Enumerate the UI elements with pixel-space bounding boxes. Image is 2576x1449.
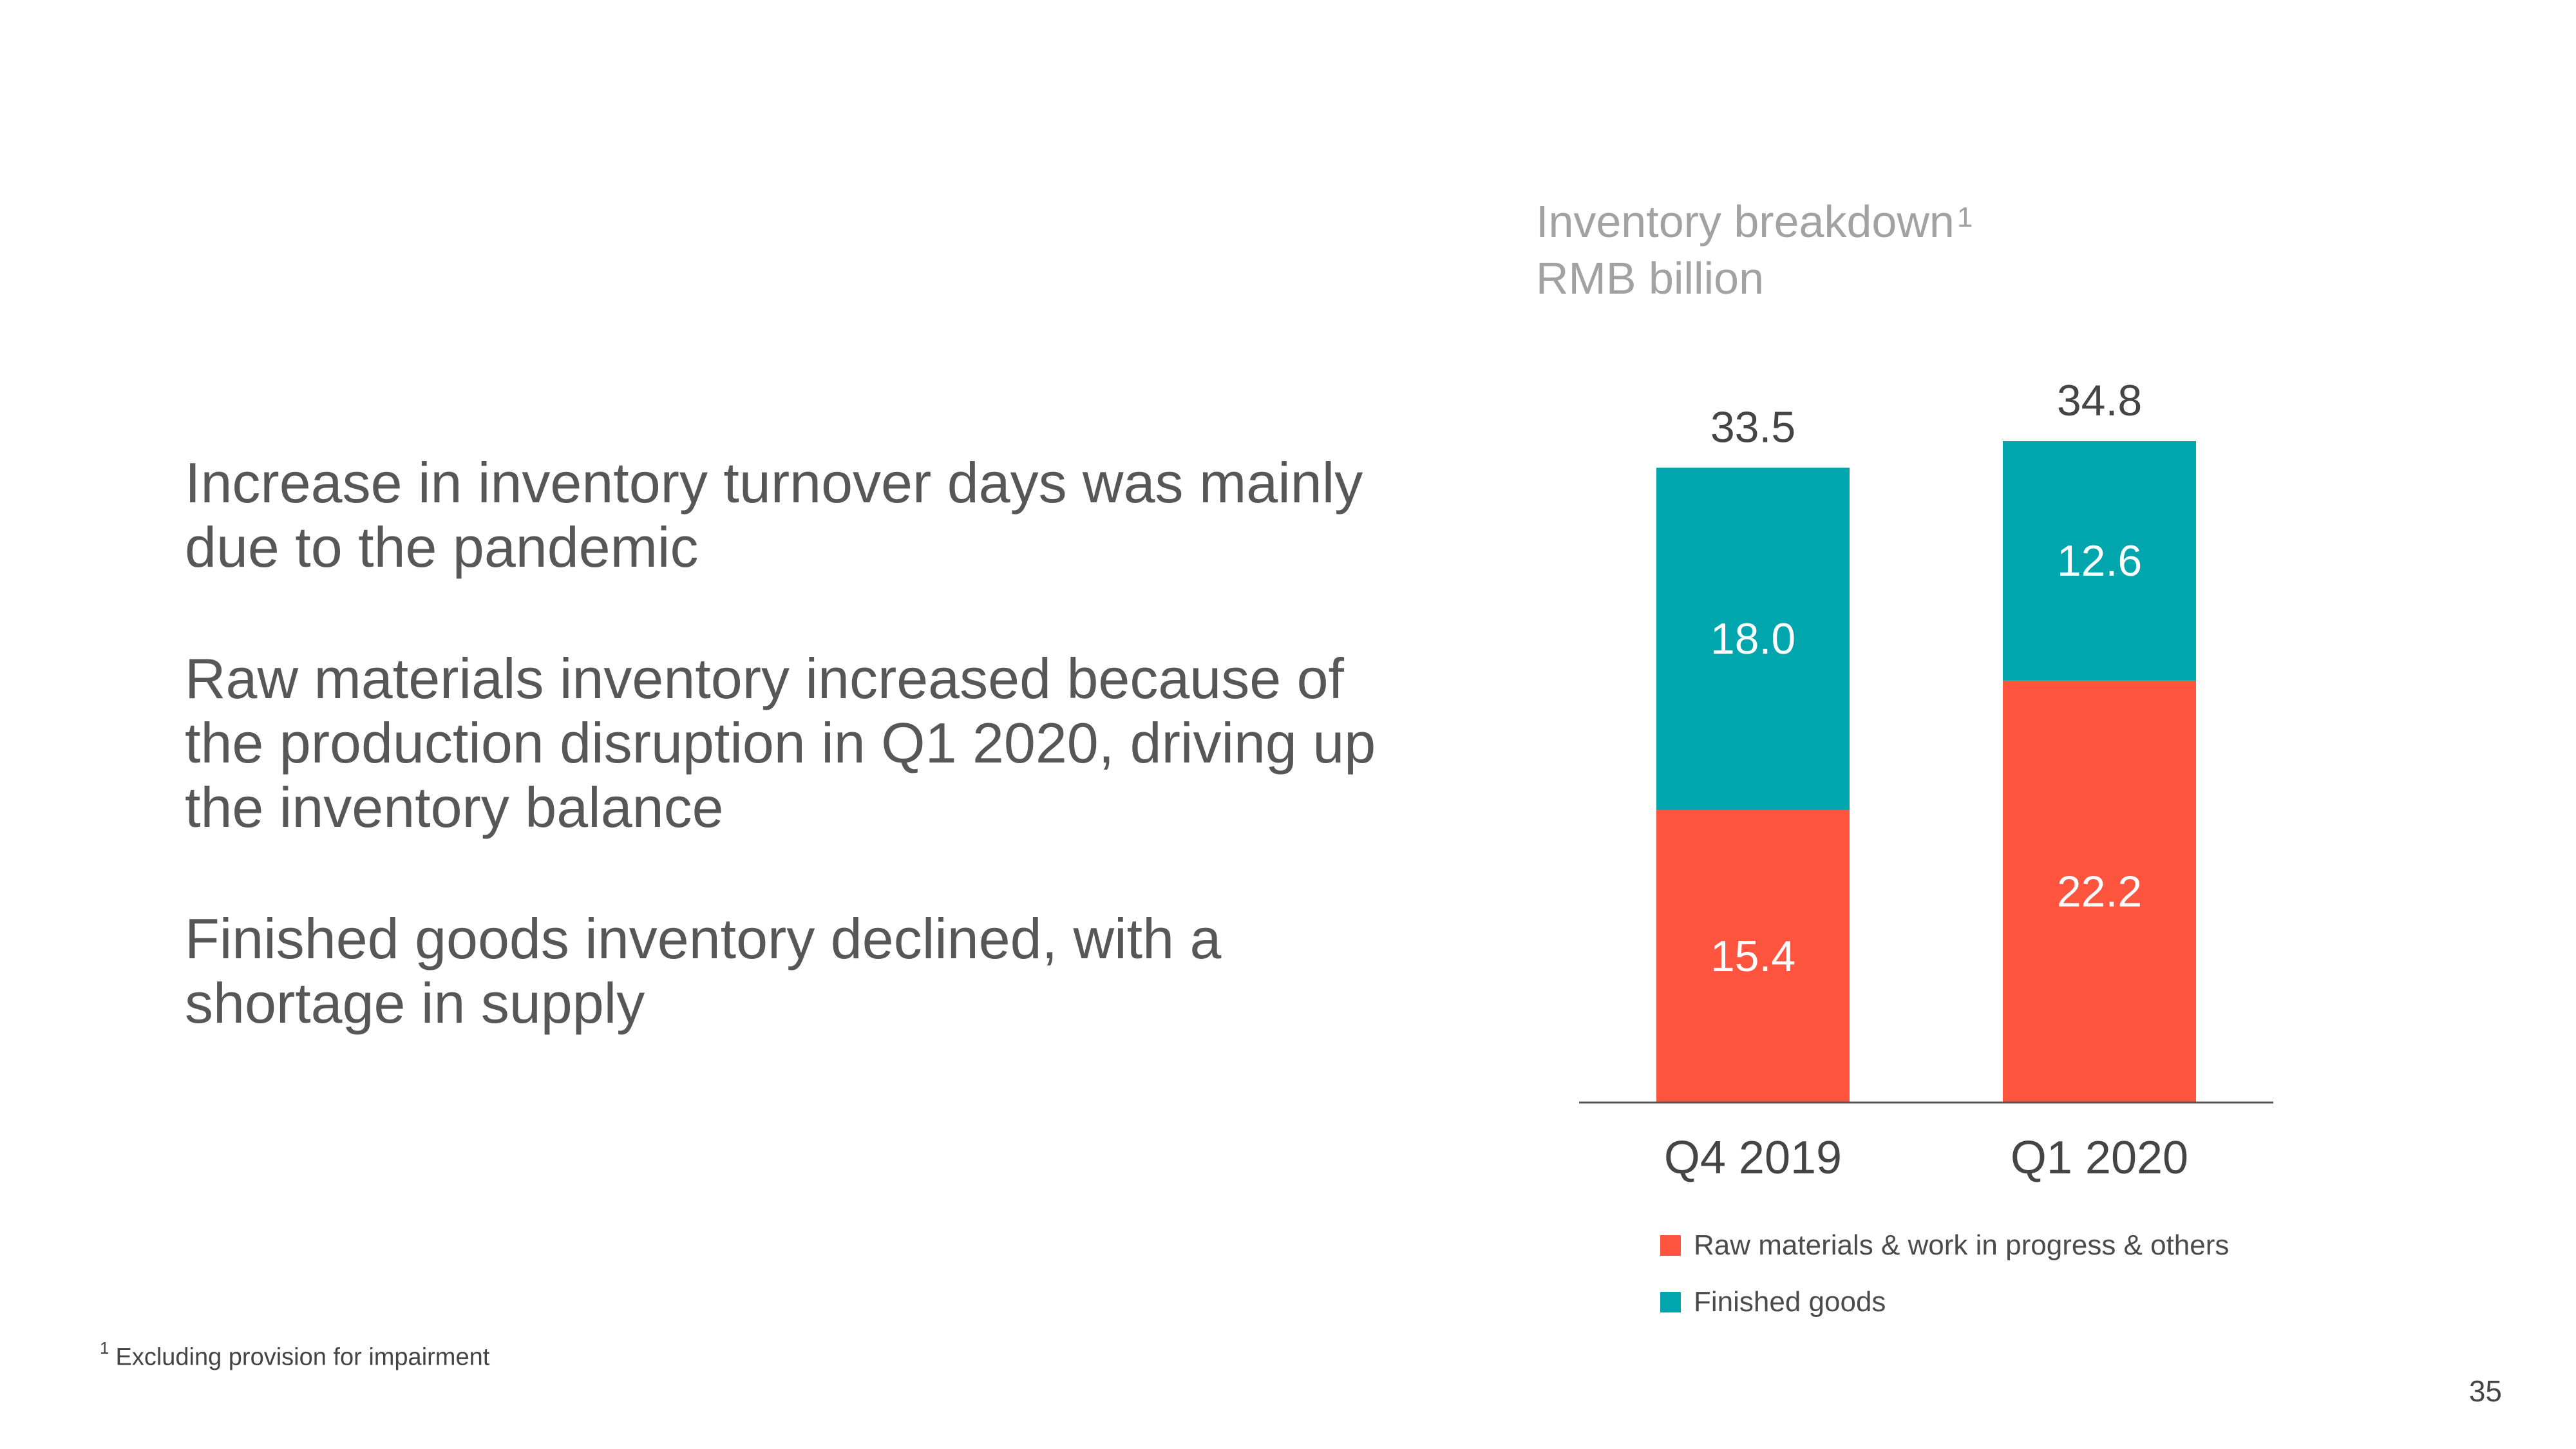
chart-title-line: Inventory breakdown1: [1536, 193, 1973, 250]
legend-label: Raw materials & work in progress & other…: [1694, 1229, 2230, 1261]
chart-title: Inventory breakdown: [1536, 196, 1955, 247]
bullet-text: Finished goods inventory declined, with …: [185, 907, 1222, 1035]
bar-total-label: 34.8: [2057, 376, 2142, 425]
bullet-list: Increase in inventory turnover days was …: [185, 451, 1408, 1103]
bar-value-label: 12.6: [2057, 536, 2142, 585]
bar-segment-finished-goods: [1656, 468, 1850, 810]
bullet-text: Increase in inventory turnover days was …: [185, 451, 1363, 579]
bar-value-label: 15.4: [1710, 932, 1795, 981]
legend-swatch-raw-materials: [1660, 1235, 1681, 1256]
footnote-marker: 1: [100, 1338, 109, 1358]
bullet-text: Raw materials inventory increased becaus…: [185, 647, 1376, 839]
chart-title-block: Inventory breakdown1 RMB billion: [1536, 193, 1973, 307]
footnote-text: Excluding provision for impairment: [115, 1343, 490, 1371]
x-tick-label: Q4 2019: [1664, 1132, 1842, 1184]
footnote: 1 Excluding provision for impairment: [100, 1338, 490, 1372]
x-tick-label: Q1 2020: [2011, 1132, 2188, 1184]
chart-legend: Raw materials & work in progress & other…: [1660, 1217, 2229, 1331]
legend-item-raw-materials: Raw materials & work in progress & other…: [1660, 1217, 2229, 1274]
page-number: 35: [2468, 1374, 2502, 1408]
bar-value-label: 22.2: [2057, 867, 2142, 916]
bar-segment-finished-goods: [2003, 441, 2196, 681]
legend-swatch-finished-goods: [1660, 1292, 1681, 1312]
bar-segment-raw-materials: [2003, 680, 2196, 1103]
bar-total-label: 33.5: [1710, 402, 1795, 451]
chart-title-footnote-marker: 1: [1956, 202, 1973, 233]
bar-segment-raw-materials: [1656, 810, 1850, 1103]
legend-label: Finished goods: [1694, 1286, 1886, 1318]
chart-subtitle: RMB billion: [1536, 253, 1764, 303]
bar-value-label: 18.0: [1710, 614, 1795, 663]
legend-item-finished-goods: Finished goods: [1660, 1274, 2229, 1331]
